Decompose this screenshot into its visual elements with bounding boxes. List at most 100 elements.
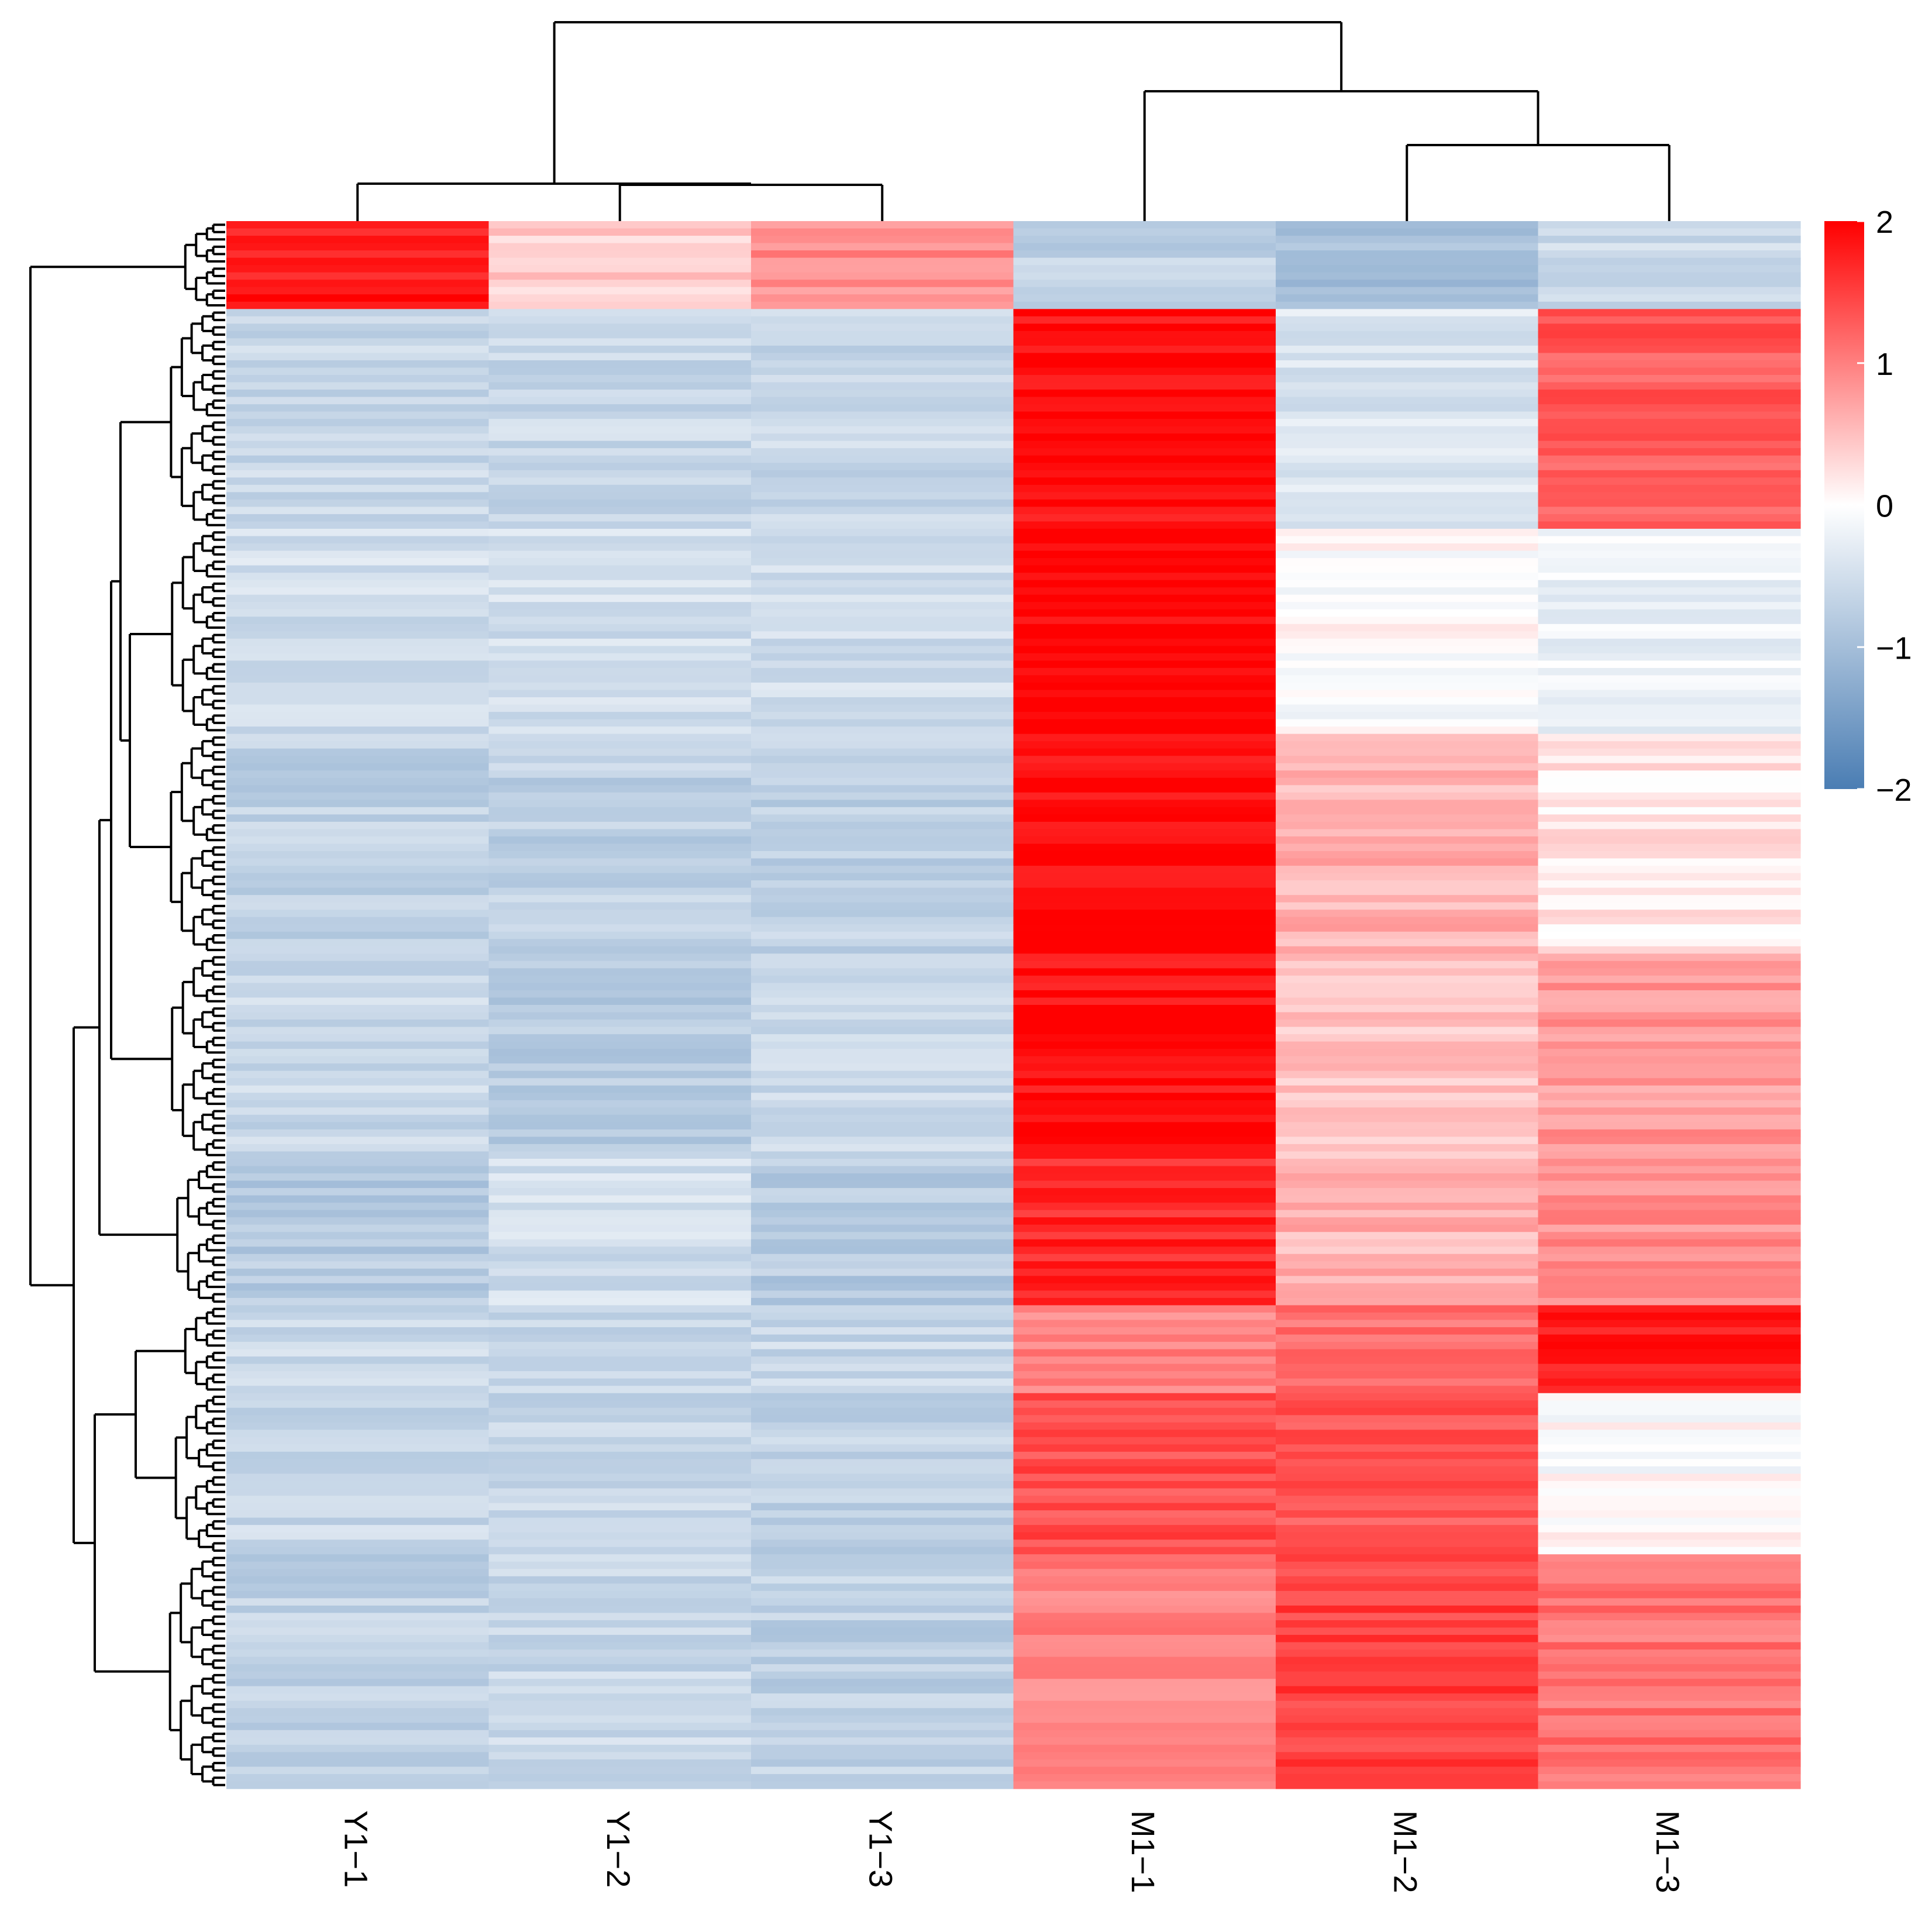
heat-cell bbox=[226, 902, 490, 910]
heat-cell bbox=[488, 1744, 752, 1752]
heat-cell bbox=[751, 1320, 1014, 1328]
heat-cell bbox=[1276, 1737, 1539, 1745]
heat-cell bbox=[226, 726, 490, 735]
heat-cell bbox=[751, 1583, 1014, 1592]
heat-cell bbox=[226, 631, 490, 639]
heat-cell bbox=[1538, 1737, 1801, 1745]
heat-cell bbox=[1276, 800, 1539, 808]
heat-cell bbox=[488, 1561, 752, 1569]
heat-cell bbox=[1538, 667, 1801, 676]
heat-cell bbox=[1013, 1253, 1276, 1262]
heat-cell bbox=[1538, 763, 1801, 771]
heat-cell bbox=[1013, 1012, 1276, 1020]
heat-cell bbox=[751, 924, 1014, 932]
heat-cell bbox=[751, 294, 1014, 302]
heat-cell bbox=[1013, 1070, 1276, 1079]
heat-cell bbox=[1538, 1561, 1801, 1569]
heat-cell bbox=[751, 726, 1014, 735]
heat-cell bbox=[1276, 1488, 1539, 1496]
heat-cell bbox=[1013, 1356, 1276, 1365]
heat-cell bbox=[1276, 1173, 1539, 1182]
heat-cell bbox=[488, 1363, 752, 1372]
heat-cell bbox=[1013, 800, 1276, 808]
heat-cell bbox=[488, 1503, 752, 1511]
heat-cell bbox=[1538, 1700, 1801, 1709]
heat-cell bbox=[488, 1224, 752, 1232]
heat-cell bbox=[751, 719, 1014, 727]
heat-cell bbox=[751, 946, 1014, 954]
heat-cell bbox=[1013, 411, 1276, 419]
heat-cell bbox=[226, 521, 490, 529]
heat-cell bbox=[751, 1085, 1014, 1093]
heat-cell bbox=[751, 1752, 1014, 1760]
heat-cell bbox=[1276, 1180, 1539, 1189]
heat-cell bbox=[488, 990, 752, 998]
heat-cell bbox=[1013, 345, 1276, 354]
heat-cell bbox=[1538, 1334, 1801, 1342]
heat-cell bbox=[1013, 1386, 1276, 1394]
heat-cell bbox=[751, 917, 1014, 925]
heat-cell bbox=[226, 814, 490, 822]
heat-cell bbox=[751, 609, 1014, 617]
heat-cell bbox=[1538, 1114, 1801, 1122]
heat-cell bbox=[1538, 353, 1801, 361]
heat-cell bbox=[226, 1078, 490, 1086]
heat-cell bbox=[1538, 836, 1801, 845]
heat-cell bbox=[488, 1466, 752, 1475]
heat-cell bbox=[1276, 1649, 1539, 1658]
heat-cell bbox=[1013, 360, 1276, 369]
heat-cell bbox=[751, 455, 1014, 463]
heat-cell bbox=[1538, 280, 1801, 288]
heat-cell bbox=[488, 1268, 752, 1276]
heat-cell bbox=[1276, 426, 1539, 434]
heat-cell bbox=[1013, 280, 1276, 288]
heat-cell bbox=[488, 1027, 752, 1035]
heat-cell bbox=[1013, 1210, 1276, 1218]
heat-cell bbox=[1276, 507, 1539, 515]
heat-cell bbox=[1013, 873, 1276, 881]
heat-cell bbox=[1013, 1268, 1276, 1276]
heat-cell bbox=[751, 1144, 1014, 1152]
heat-cell bbox=[1013, 463, 1276, 471]
heat-cell bbox=[1013, 1598, 1276, 1606]
heat-cell bbox=[488, 236, 752, 244]
heat-cell bbox=[1013, 660, 1276, 669]
heat-cell bbox=[1013, 587, 1276, 595]
heat-cell bbox=[1013, 770, 1276, 779]
heat-cell bbox=[751, 448, 1014, 456]
heat-cell bbox=[1276, 1437, 1539, 1445]
heat-cell bbox=[1538, 1635, 1801, 1643]
heat-cell bbox=[1276, 1613, 1539, 1621]
heat-cell bbox=[1538, 1253, 1801, 1262]
column-labels: Y1−1 Y1−2 Y1−3 M1−1 M1−2 M1−3 bbox=[338, 1810, 1686, 1893]
heat-cell bbox=[751, 272, 1014, 280]
heat-cell bbox=[1276, 1481, 1539, 1489]
heat-cell bbox=[1013, 536, 1276, 544]
heat-cell bbox=[226, 602, 490, 610]
heat-cell bbox=[1276, 1525, 1539, 1533]
heat-cell bbox=[751, 228, 1014, 236]
heat-cell bbox=[1538, 484, 1801, 493]
heat-cell bbox=[226, 507, 490, 515]
heat-cell bbox=[1538, 558, 1801, 566]
heat-cell bbox=[1538, 741, 1801, 749]
heat-cell bbox=[226, 1613, 490, 1621]
heat-cell bbox=[1013, 433, 1276, 442]
heat-cell bbox=[1538, 1671, 1801, 1679]
heat-cell bbox=[226, 1020, 490, 1028]
heat-cell bbox=[226, 1137, 490, 1145]
heat-cell bbox=[488, 1649, 752, 1658]
heat-cell bbox=[1538, 1283, 1801, 1292]
heat-cell bbox=[488, 733, 752, 742]
heat-cell bbox=[488, 1371, 752, 1379]
heat-cell bbox=[226, 528, 490, 537]
heat-cell bbox=[1538, 374, 1801, 383]
heat-cell bbox=[226, 617, 490, 625]
heat-cell bbox=[488, 316, 752, 324]
heat-cell bbox=[1013, 499, 1276, 508]
heat-cell bbox=[751, 1657, 1014, 1665]
heat-cell bbox=[751, 1305, 1014, 1313]
heat-cell bbox=[1538, 873, 1801, 881]
heat-cell bbox=[488, 1114, 752, 1122]
heat-cell bbox=[488, 1488, 752, 1496]
